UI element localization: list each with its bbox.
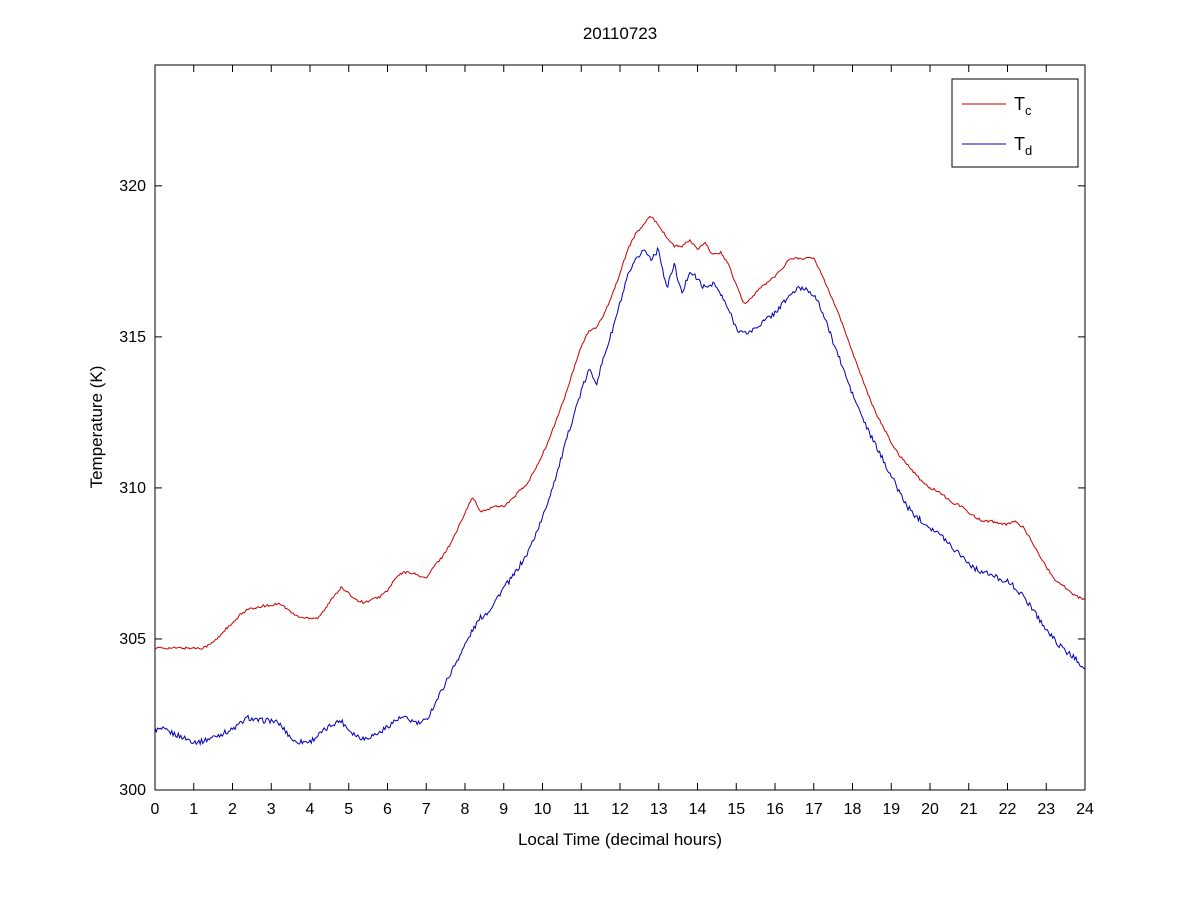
svg-text:0: 0 bbox=[151, 801, 160, 818]
svg-text:3: 3 bbox=[267, 801, 276, 818]
svg-text:5: 5 bbox=[344, 801, 353, 818]
svg-text:320: 320 bbox=[119, 178, 146, 195]
svg-text:23: 23 bbox=[1037, 801, 1055, 818]
legend-box bbox=[951, 78, 1079, 168]
svg-text:305: 305 bbox=[119, 631, 146, 648]
legend-label: Tc bbox=[1014, 94, 1032, 118]
chart-title: 20110723 bbox=[582, 24, 658, 43]
svg-text:24: 24 bbox=[1076, 801, 1094, 818]
svg-text:21: 21 bbox=[960, 801, 978, 818]
svg-text:8: 8 bbox=[461, 801, 470, 818]
svg-text:300: 300 bbox=[119, 782, 146, 799]
x-axis-ticks bbox=[154, 65, 1086, 790]
svg-text:315: 315 bbox=[119, 329, 146, 346]
svg-text:11: 11 bbox=[573, 801, 590, 818]
svg-text:17: 17 bbox=[805, 801, 823, 818]
svg-text:7: 7 bbox=[422, 801, 431, 818]
svg-text:4: 4 bbox=[306, 801, 315, 818]
legend-label: Td bbox=[1014, 134, 1032, 158]
svg-text:2: 2 bbox=[228, 801, 237, 818]
y-axis-ticks bbox=[155, 185, 1085, 791]
svg-text:9: 9 bbox=[499, 801, 508, 818]
plot-border bbox=[154, 64, 1086, 791]
chart-line-td bbox=[154, 246, 1086, 746]
x-axis-label: Local Time (decimal hours) bbox=[517, 830, 723, 849]
svg-text:16: 16 bbox=[766, 801, 784, 818]
legend: Tc Td bbox=[951, 78, 1079, 168]
svg-text:10: 10 bbox=[534, 801, 552, 818]
svg-text:13: 13 bbox=[650, 801, 668, 818]
chart-line-tc bbox=[154, 215, 1086, 650]
x-axis-tick-labels: 0 1 2 3 4 5 6 7 8 9 10 11 12 13 14 15 16 17 18 19 20 21 22 23 24 bbox=[151, 801, 1094, 818]
svg-text:19: 19 bbox=[882, 801, 900, 818]
svg-text:6: 6 bbox=[383, 801, 392, 818]
svg-text:14: 14 bbox=[689, 801, 707, 818]
y-axis-tick-labels: 300 305 310 315 320 bbox=[119, 178, 146, 799]
svg-text:18: 18 bbox=[844, 801, 862, 818]
svg-text:22: 22 bbox=[999, 801, 1017, 818]
svg-text:310: 310 bbox=[119, 480, 146, 497]
svg-text:15: 15 bbox=[727, 801, 745, 818]
svg-text:12: 12 bbox=[611, 801, 629, 818]
svg-text:20: 20 bbox=[921, 801, 939, 818]
svg-text:1: 1 bbox=[189, 801, 198, 818]
